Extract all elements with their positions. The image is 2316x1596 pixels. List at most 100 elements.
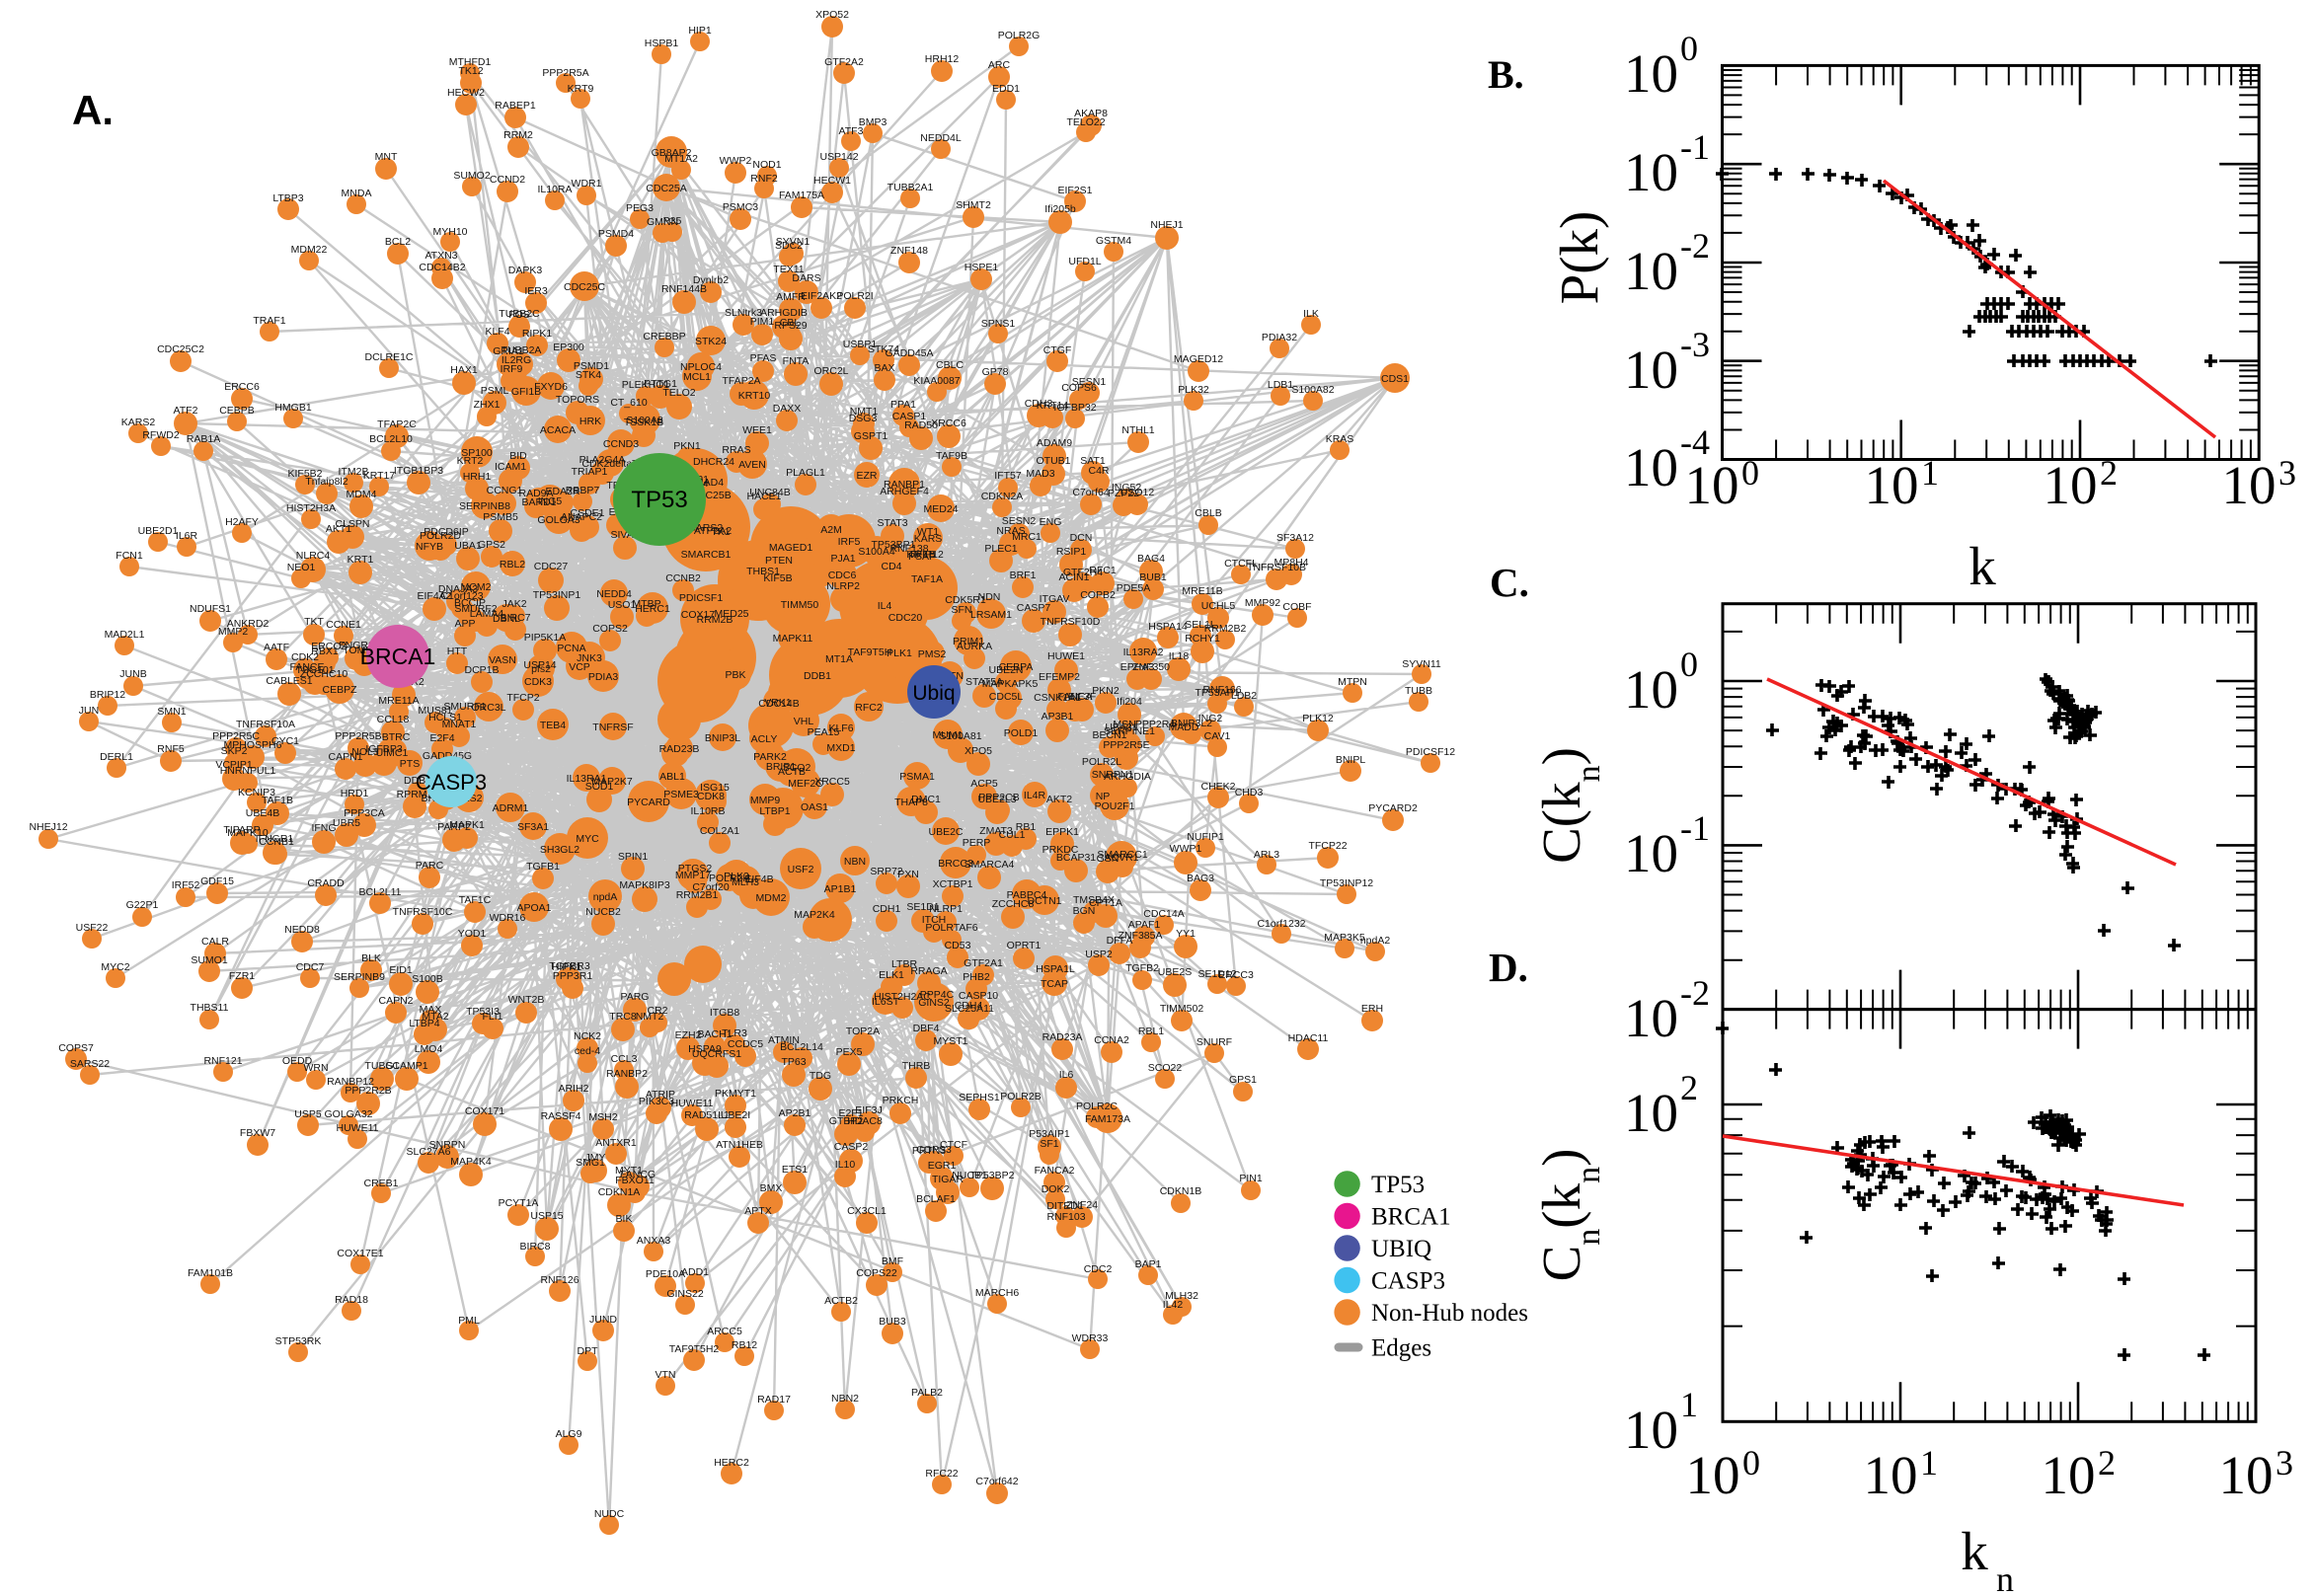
svg-text:H2AFY: H2AFY	[225, 516, 259, 528]
svg-text:ERH: ERH	[1361, 1003, 1383, 1015]
svg-text:10: 10	[1624, 437, 1678, 497]
svg-text:MARCH6: MARCH6	[975, 1287, 1019, 1299]
svg-text:UBE2D1: UBE2D1	[138, 525, 179, 537]
svg-text:CCL3: CCL3	[611, 1053, 638, 1065]
svg-text:TEX11: TEX11	[773, 264, 804, 275]
svg-text:Dynlrb2: Dynlrb2	[693, 274, 729, 286]
svg-text:OTUB1: OTUB1	[1036, 455, 1070, 467]
svg-text:AKAP8: AKAP8	[1074, 108, 1108, 119]
svg-text:BARD1: BARD1	[521, 496, 556, 508]
svg-text:USP142: USP142	[819, 151, 858, 163]
svg-text:GINS22: GINS22	[666, 1288, 704, 1300]
svg-text:SPNS1: SPNS1	[981, 318, 1016, 330]
svg-text:POLR2D: POLR2D	[420, 530, 461, 542]
svg-text:CLSPN: CLSPN	[335, 518, 369, 530]
svg-text:NEDD4L: NEDD4L	[920, 132, 962, 144]
svg-text:IL10RB: IL10RB	[690, 805, 725, 817]
svg-text:npdA: npdA	[593, 891, 618, 903]
svg-text:TP53BP1: TP53BP1	[872, 539, 916, 551]
svg-text:CDH3: CDH3	[1025, 398, 1053, 410]
svg-text:EP300: EP300	[553, 342, 584, 353]
svg-text:HECW2: HECW2	[447, 87, 485, 99]
svg-text:JUNB: JUNB	[119, 668, 146, 680]
svg-text:SCO2: SCO2	[783, 762, 811, 774]
svg-text:ADD1: ADD1	[681, 1266, 709, 1278]
svg-text:ARHGEF4: ARHGEF4	[880, 486, 929, 497]
svg-text:UFD1L: UFD1L	[1068, 256, 1101, 267]
svg-text:PXN: PXN	[897, 869, 919, 880]
svg-text:TGFB2: TGFB2	[1125, 962, 1159, 974]
svg-text:MAP3K5: MAP3K5	[1324, 932, 1365, 944]
svg-text:TELO22: TELO22	[1066, 116, 1105, 128]
svg-text:PML: PML	[458, 1315, 480, 1327]
svg-text:ICAM1: ICAM1	[495, 461, 526, 473]
svg-text:TOPORS: TOPORS	[556, 394, 599, 406]
svg-text:PARK2: PARK2	[753, 751, 787, 763]
svg-text:SEPHS1: SEPHS1	[959, 1092, 1000, 1103]
svg-text:1: 1	[1920, 1443, 1938, 1482]
svg-text:COX17E1: COX17E1	[337, 1248, 383, 1259]
svg-text:TP53AP1: TP53AP1	[1196, 687, 1240, 699]
svg-text:FAM175A: FAM175A	[779, 190, 824, 201]
svg-text:KIF1B: KIF1B	[906, 549, 935, 561]
svg-text:TGFBR3: TGFBR3	[549, 960, 590, 972]
svg-text:SDC2: SDC2	[775, 240, 803, 252]
svg-text:MUM1: MUM1	[933, 729, 964, 741]
svg-text:10: 10	[2044, 455, 2098, 515]
svg-text:CDK5R1: CDK5R1	[945, 594, 986, 606]
svg-text:APAF1: APAF1	[1128, 919, 1161, 931]
svg-text:RAD51L1: RAD51L1	[684, 1109, 730, 1121]
svg-text:DARS: DARS	[792, 272, 820, 284]
svg-text:GOLGA3: GOLGA3	[537, 514, 579, 526]
svg-text:CDKN1A: CDKN1A	[598, 1186, 641, 1198]
svg-text:KCNIP3: KCNIP3	[238, 787, 275, 798]
svg-text:10: 10	[2219, 1445, 2274, 1505]
svg-text:10: 10	[1685, 455, 1739, 515]
svg-text:NLRP2: NLRP2	[826, 580, 860, 592]
svg-text:IL4R: IL4R	[1024, 790, 1046, 801]
svg-text:ced-4: ced-4	[575, 1045, 600, 1057]
svg-text:PARP2: PARP2	[437, 821, 471, 833]
svg-text:GP78: GP78	[982, 366, 1009, 378]
svg-text:MNDA: MNDA	[342, 188, 372, 199]
svg-text:C7orf64: C7orf64	[1072, 487, 1110, 498]
svg-text:10: 10	[1864, 1445, 1918, 1505]
svg-text:PPP2R2B: PPP2R2B	[345, 1085, 391, 1097]
svg-text:TIPARP: TIPARP	[223, 824, 260, 836]
svg-text:IL42: IL42	[1163, 1299, 1184, 1311]
svg-text:UBE2L3: UBE2L3	[977, 794, 1016, 805]
svg-text:CASP2: CASP2	[834, 1141, 869, 1153]
svg-text:NLRP1: NLRP1	[929, 903, 963, 915]
svg-text:SYVN1: SYVN1	[776, 236, 811, 248]
svg-text:CBL: CBL	[780, 317, 801, 329]
svg-text:OPRT1: OPRT1	[1007, 940, 1042, 951]
svg-text:RRM2B: RRM2B	[697, 614, 733, 626]
svg-text:RAB1A: RAB1A	[187, 433, 220, 445]
svg-text:HERC1: HERC1	[635, 603, 670, 615]
svg-text:AKT1: AKT1	[326, 523, 351, 535]
svg-text:TUBG1: TUBG1	[364, 1060, 399, 1072]
svg-text:PLK32: PLK32	[1178, 384, 1209, 396]
svg-text:RAD18: RAD18	[335, 1294, 368, 1306]
svg-text:KLF6: KLF6	[828, 722, 853, 734]
svg-text:SP100: SP100	[461, 447, 493, 459]
svg-text:ACVR1: ACVR1	[1104, 852, 1138, 864]
svg-text:NEO1: NEO1	[287, 562, 316, 573]
svg-text:TGFB1: TGFB1	[526, 861, 560, 873]
svg-text:DAPK3: DAPK3	[508, 265, 543, 276]
svg-text:FANCA2: FANCA2	[1035, 1165, 1075, 1177]
svg-text:TAF9T5H: TAF9T5H	[848, 646, 892, 658]
svg-text:USP14: USP14	[523, 659, 556, 671]
svg-text:HRK: HRK	[579, 416, 601, 427]
svg-text:10: 10	[1624, 659, 1678, 720]
svg-text:CDC7: CDC7	[296, 961, 325, 973]
svg-text:MAPK8IP3: MAPK8IP3	[619, 879, 670, 891]
svg-text:RNF166: RNF166	[1202, 684, 1241, 696]
svg-text:AP1B1: AP1B1	[824, 883, 857, 895]
svg-text:AMFR: AMFR	[776, 291, 806, 303]
svg-text:SF3A1: SF3A1	[517, 821, 549, 833]
svg-text:DAXX: DAXX	[773, 403, 802, 415]
svg-text:MDM22: MDM22	[291, 244, 328, 256]
svg-text:UBR5: UBR5	[333, 817, 360, 829]
svg-text:ANTXR1: ANTXR1	[595, 1137, 637, 1149]
